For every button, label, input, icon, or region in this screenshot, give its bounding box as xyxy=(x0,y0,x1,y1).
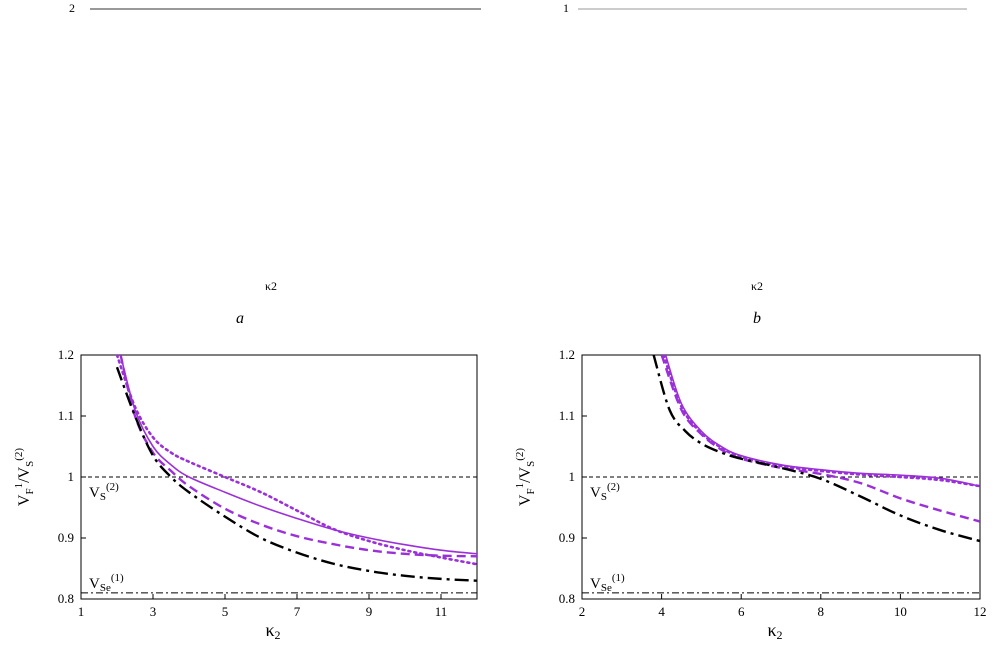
series-line-dashdot-long xyxy=(652,355,980,543)
series-line-dashed xyxy=(660,355,980,523)
reference-label-vs2: VS(2) xyxy=(89,481,119,503)
panel-letter-a: a xyxy=(236,310,244,327)
x-axis-label: κ2 xyxy=(265,620,280,642)
series-line-dotted xyxy=(662,355,980,488)
chart-right: 0.8 0.9 1 1.1 1.2 2 4 6 8 10 12 κ2 VF1/VS(2) VS(2) VSe… xyxy=(514,347,987,642)
reference-label-vs2: VS(2) xyxy=(590,481,620,503)
x-tick-label: 5 xyxy=(222,604,229,619)
y-tick-label: 1.2 xyxy=(58,347,74,362)
x-tick-label: 8 xyxy=(818,604,825,619)
x-tick-label: 10 xyxy=(894,604,907,619)
y-axis-label: VF1/VS(2) xyxy=(13,448,36,506)
y-tick-label: 0.8 xyxy=(58,591,74,606)
x-tick-label: 3 xyxy=(150,604,157,619)
y-tick-label: 0.8 xyxy=(559,591,575,606)
series-group xyxy=(652,355,980,543)
series-line-dotted xyxy=(115,355,477,566)
series-line-dashed xyxy=(119,355,477,558)
top-panel-b-xlabel: κ2 xyxy=(751,279,763,293)
x-tick-label: 6 xyxy=(738,604,745,619)
x-tick-label: 2 xyxy=(579,604,586,619)
y-tick-label: 1 xyxy=(68,469,75,484)
y-tick-label: 0.9 xyxy=(559,530,575,545)
chart-left: 0.8 0.9 1 1.1 1.2 1 3 5 7 9 11 κ2 VF1/VS(2) VS(2) VSe(… xyxy=(13,347,478,642)
x-tick-label: 11 xyxy=(435,604,448,619)
x-axis-label: κ2 xyxy=(767,620,782,642)
y-tick-label: 0.9 xyxy=(58,530,74,545)
y-axis-label: VF1/VS(2) xyxy=(514,448,537,506)
series-group xyxy=(115,355,477,582)
top-panel-b-tick: 1 xyxy=(563,1,569,15)
series-line-solid xyxy=(664,355,980,487)
panel-letter-b: b xyxy=(753,310,761,327)
x-tick-label: 7 xyxy=(294,604,301,619)
series-line-solid xyxy=(119,355,477,555)
y-tick-label: 1 xyxy=(569,469,576,484)
x-tick-label: 9 xyxy=(366,604,373,619)
x-tick-label: 1 xyxy=(78,604,85,619)
top-panel-a-xlabel: κ2 xyxy=(265,279,277,293)
y-tick-label: 1.2 xyxy=(559,347,575,362)
reference-label-vse1: VSe(1) xyxy=(89,572,124,594)
series-line-dashdot-long xyxy=(115,366,477,582)
x-tick-label: 12 xyxy=(974,604,987,619)
top-panel-a: 2 κ2 a xyxy=(69,1,481,327)
reference-label-vse1: VSe(1) xyxy=(590,572,625,594)
top-panel-b: 1 κ2 b xyxy=(563,1,967,327)
x-tick-label: 4 xyxy=(658,604,665,619)
y-tick-label: 1.1 xyxy=(559,408,575,423)
y-tick-label: 1.1 xyxy=(58,408,74,423)
top-panel-a-tick: 2 xyxy=(69,1,75,15)
